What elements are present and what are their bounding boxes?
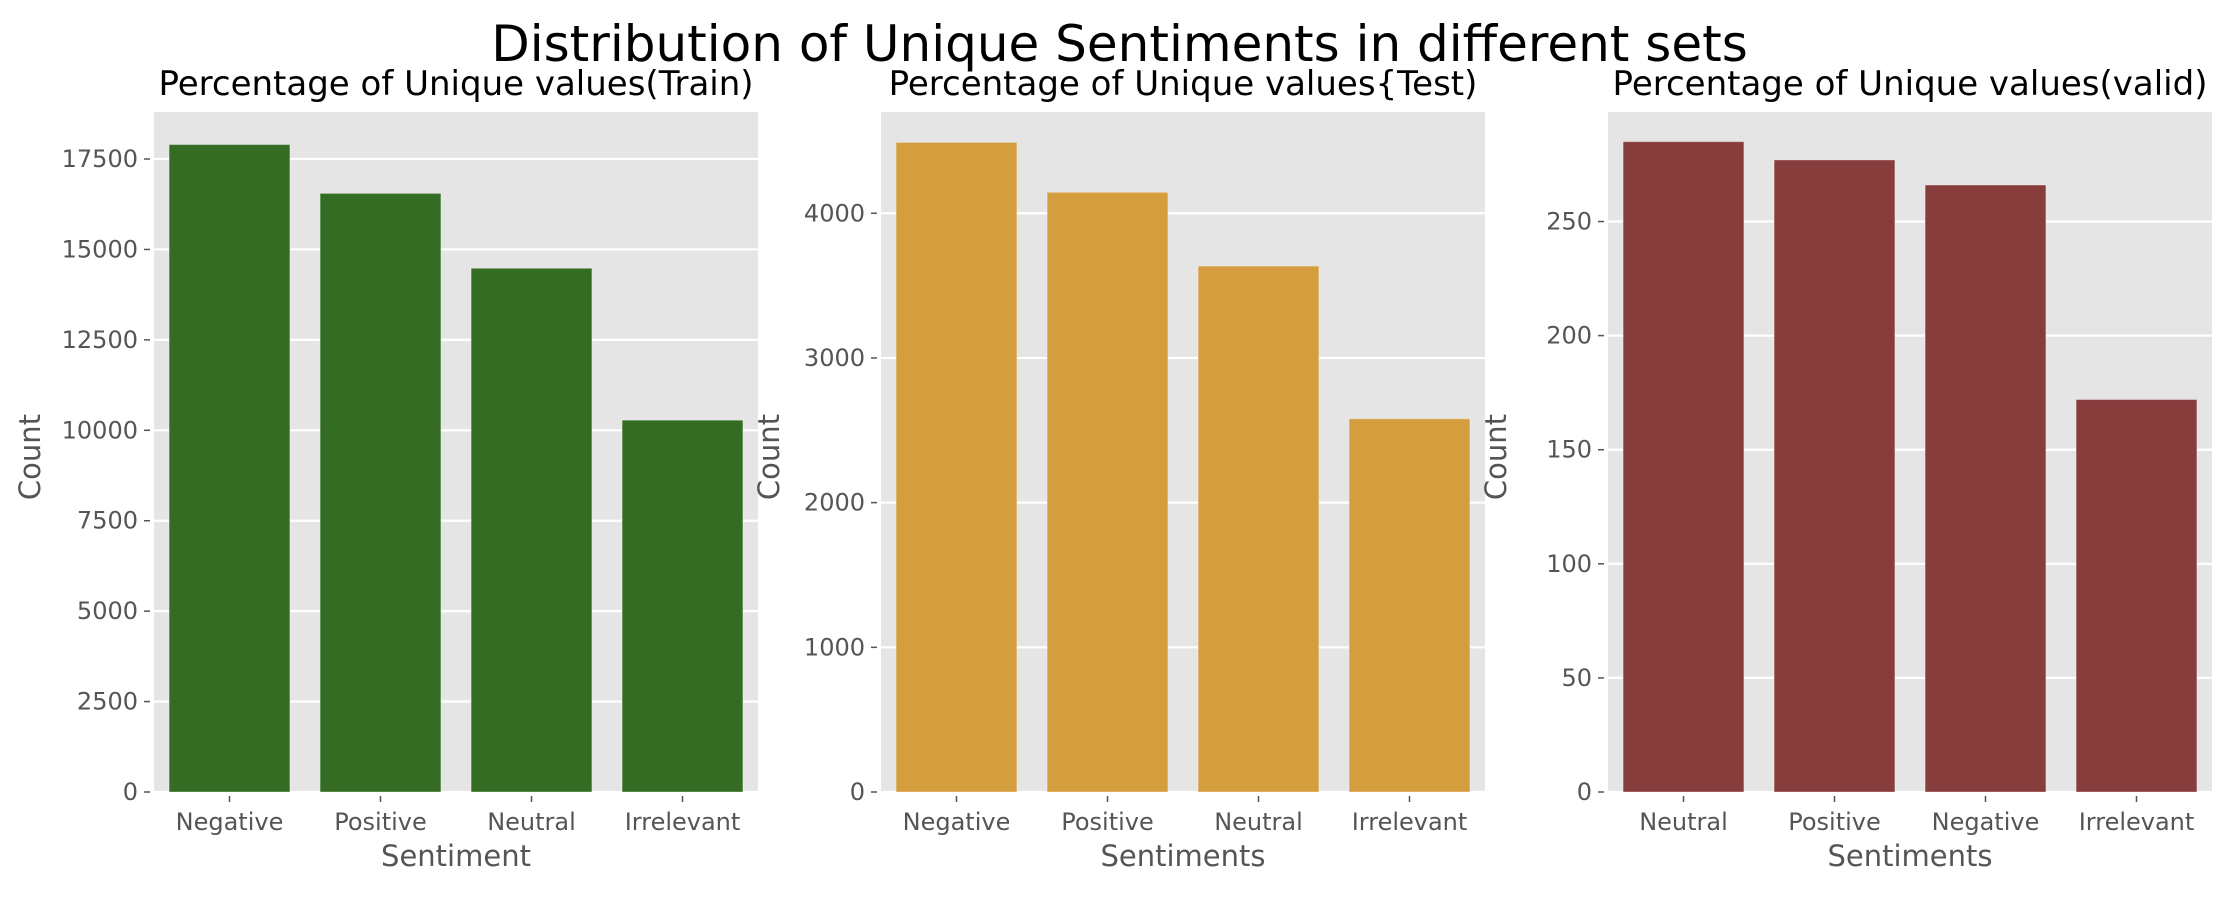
valid-chart: Percentage of Unique values(valid) Senti…: [1479, 64, 2212, 873]
test-x-tick-label: Negative: [903, 808, 1011, 836]
train-bar-neutral: [470, 267, 593, 793]
valid-y-tick-label: 250: [1546, 208, 1592, 236]
valid-bar-neutral: [1622, 141, 1745, 793]
valid-bar-positive: [1773, 159, 1896, 793]
valid-y-axis-label: Count: [1479, 414, 1513, 500]
train-bar-positive: [319, 192, 442, 793]
train-x-tick-label: Neutral: [487, 808, 576, 836]
test-x-tick-label: Neutral: [1214, 808, 1303, 836]
valid-x-tick-label: Neutral: [1639, 808, 1728, 836]
train-y-tick-label: 12500: [62, 326, 138, 354]
valid-x-tick-label: Positive: [1788, 808, 1881, 836]
train-x-tick-label: Positive: [334, 808, 427, 836]
train-chart-title: Percentage of Unique values(Train): [158, 64, 753, 104]
test-bar-negative: [895, 141, 1018, 793]
train-y-tick-label: 15000: [62, 235, 138, 263]
valid-x-tick-label: Irrelevant: [2079, 808, 2195, 836]
valid-y-tick-label: 200: [1546, 322, 1592, 350]
test-bar-neutral: [1197, 265, 1320, 793]
test-bar-positive: [1046, 191, 1169, 793]
valid-y-tick-label: 0: [1577, 778, 1592, 806]
test-x-tick-label: Positive: [1061, 808, 1154, 836]
valid-x-axis-label: Sentiments: [1827, 839, 1992, 873]
train-chart: Percentage of Unique values(Train) Senti…: [13, 64, 758, 873]
valid-bar-irrelevant: [2075, 399, 2198, 793]
train-y-tick-label: 7500: [77, 507, 138, 535]
valid-y-tick-label: 150: [1546, 436, 1592, 464]
train-x-tick-label: Irrelevant: [625, 808, 741, 836]
test-x-axis-label: Sentiments: [1100, 839, 1265, 873]
figure-title: Distribution of Unique Sentiments in dif…: [491, 15, 1748, 73]
test-x-tick-label: Irrelevant: [1352, 808, 1468, 836]
test-y-tick-label: 2000: [804, 489, 865, 517]
valid-chart-title: Percentage of Unique values(valid): [1613, 64, 2208, 104]
test-y-tick-label: 1000: [804, 633, 865, 661]
test-chart: Percentage of Unique values{Test) Sentim…: [752, 64, 1485, 873]
test-chart-title: Percentage of Unique values{Test): [889, 64, 1478, 104]
test-y-axis-label: Count: [752, 414, 786, 500]
train-bar-irrelevant: [621, 419, 744, 793]
test-bar-irrelevant: [1348, 418, 1471, 793]
test-y-tick-label: 4000: [804, 199, 865, 227]
train-y-tick-label: 17500: [62, 145, 138, 173]
train-x-tick-label: Negative: [176, 808, 284, 836]
train-x-axis-label: Sentiment: [381, 839, 531, 873]
test-y-tick-label: 0: [850, 778, 865, 806]
train-y-tick-label: 2500: [77, 688, 138, 716]
test-y-tick-label: 3000: [804, 344, 865, 372]
train-y-tick-label: 5000: [77, 597, 138, 625]
valid-y-tick-label: 100: [1546, 550, 1592, 578]
valid-x-tick-label: Negative: [1932, 808, 2040, 836]
train-bar-negative: [168, 144, 291, 793]
train-y-tick-label: 10000: [62, 416, 138, 444]
train-y-tick-label: 0: [123, 778, 138, 806]
valid-y-tick-label: 50: [1561, 664, 1592, 692]
train-y-axis-label: Count: [13, 414, 47, 500]
valid-bar-negative: [1924, 184, 2047, 793]
